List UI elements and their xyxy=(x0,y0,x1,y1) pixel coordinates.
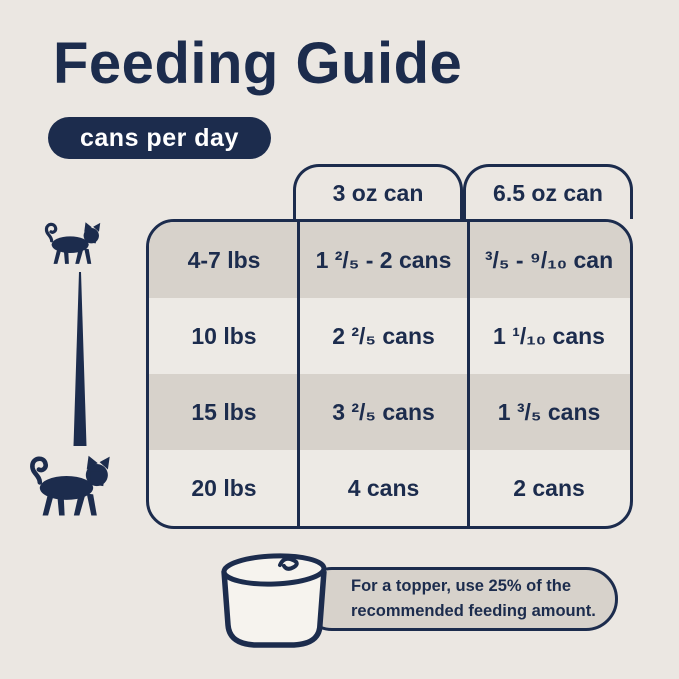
large-can-amount-cell: ³/₅ - ⁹/₁₀ can xyxy=(484,246,614,273)
small-cat-icon xyxy=(42,220,106,268)
topper-note: For a topper, use 25% of the recommended… xyxy=(300,567,618,631)
size-gradient-line xyxy=(72,272,88,446)
column-header-3oz: 3 oz can xyxy=(293,164,463,219)
table-row: 15 lbs 3 ²/₅ cans 1 ³/₅ cans xyxy=(149,374,630,450)
column-header-3oz-label: 3 oz can xyxy=(332,179,424,206)
topper-note-line2: recommended feeding amount. xyxy=(351,602,596,620)
large-can-amount-cell: 1 ¹/₁₀ cans xyxy=(493,322,605,349)
large-can-amount-cell: 2 cans xyxy=(513,474,585,501)
large-cat-icon xyxy=(26,450,118,524)
column-header-6-5oz: 6.5 oz can xyxy=(463,164,633,219)
column-header-6-5oz-label: 6.5 oz can xyxy=(493,179,603,206)
cans-per-day-badge: cans per day xyxy=(48,117,271,159)
table-row: 4-7 lbs 1 ²/₅ - 2 cans ³/₅ - ⁹/₁₀ can xyxy=(149,222,630,298)
small-can-amount-cell: 4 cans xyxy=(347,474,420,501)
weight-cell: 4-7 lbs xyxy=(187,246,261,273)
topper-note-line1: For a topper, use 25% of the xyxy=(351,577,572,595)
weight-cell: 15 lbs xyxy=(191,398,257,425)
small-can-amount-cell: 1 ²/₅ - 2 cans xyxy=(315,246,452,273)
column-divider xyxy=(297,222,300,526)
page-title: Feeding Guide xyxy=(53,31,463,96)
badge-label: cans per day xyxy=(80,123,239,152)
weight-cell: 10 lbs xyxy=(191,322,257,349)
small-can-amount-cell: 3 ²/₅ cans xyxy=(332,398,435,425)
table-row: 10 lbs 2 ²/₅ cans 1 ¹/₁₀ cans xyxy=(149,298,630,374)
cat-food-can-icon xyxy=(212,545,336,655)
small-can-amount-cell: 2 ²/₅ cans xyxy=(332,322,435,349)
table-row: 20 lbs 4 cans 2 cans xyxy=(149,450,630,526)
weight-cell: 20 lbs xyxy=(191,474,257,501)
large-can-amount-cell: 1 ³/₅ cans xyxy=(497,398,601,425)
feeding-table: 4-7 lbs 1 ²/₅ - 2 cans ³/₅ - ⁹/₁₀ can 10… xyxy=(146,219,633,529)
column-divider xyxy=(467,222,470,526)
